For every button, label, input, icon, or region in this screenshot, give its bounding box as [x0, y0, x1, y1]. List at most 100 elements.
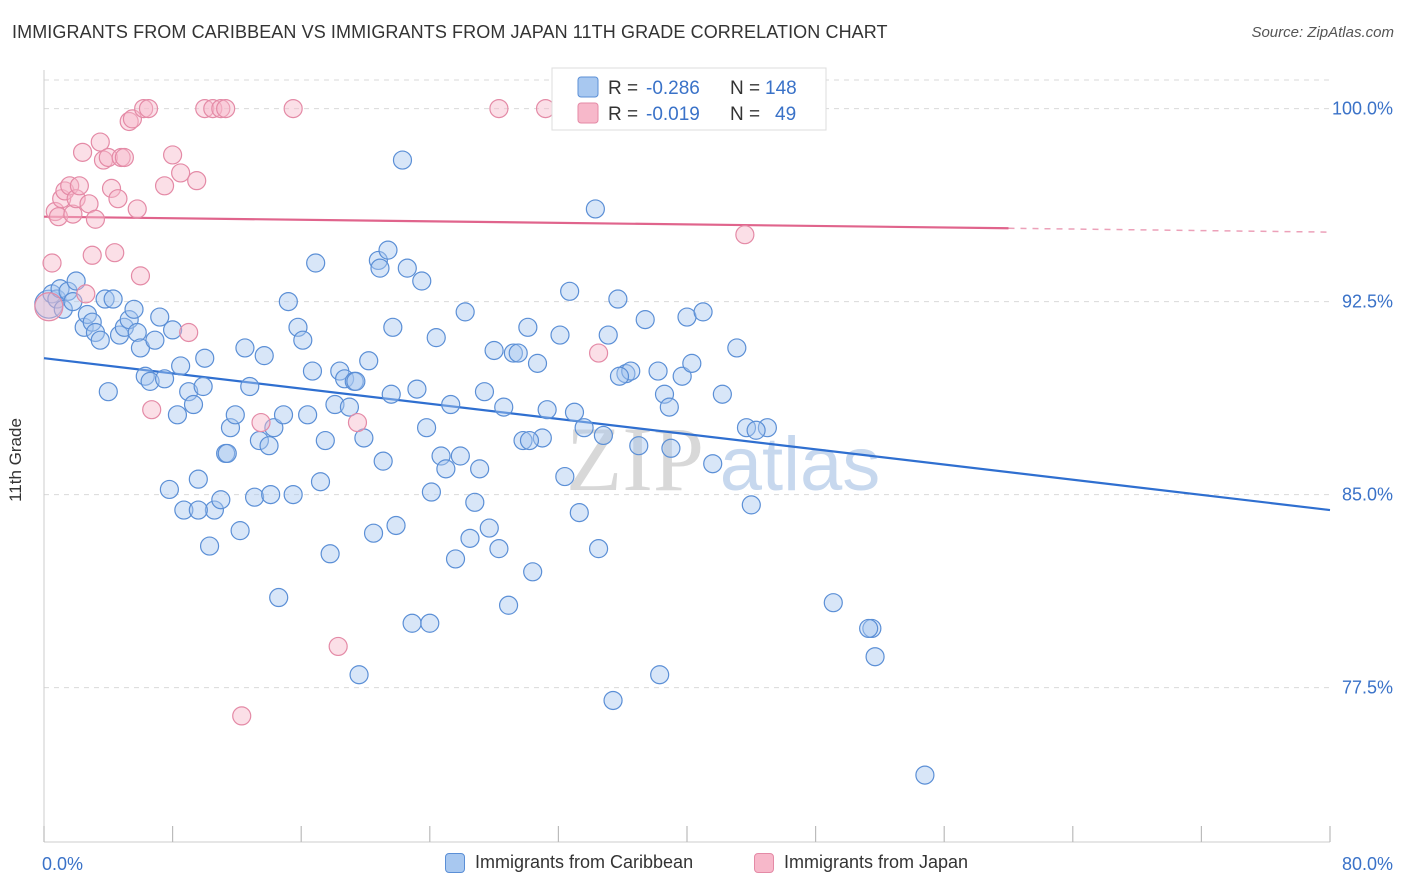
caribbean-point-99	[498, 595, 519, 615]
caribbean-point-128	[677, 307, 697, 327]
caribbean-point-44	[235, 338, 255, 358]
legend-swatch-caribbean	[445, 852, 465, 873]
legend-swatch-japan	[754, 852, 774, 873]
japan-point-39	[232, 706, 252, 726]
caribbean-point-102	[513, 430, 533, 451]
caribbean-point-132	[712, 384, 732, 404]
caribbean-point-151	[746, 420, 766, 440]
caribbean-point-135	[741, 495, 761, 515]
caribbean-point-131	[703, 454, 723, 474]
caribbean-point-83	[421, 482, 442, 502]
caribbean-point-115	[593, 425, 614, 446]
caribbean-point-147	[370, 258, 390, 278]
japan-point-9	[69, 176, 89, 196]
stats-r-label-pink: R =	[608, 104, 638, 125]
japan-point-25	[127, 199, 147, 219]
japan-point-23	[119, 111, 139, 132]
caribbean-point-72	[368, 250, 388, 271]
y-tick-label-1: 85.0%	[1342, 485, 1393, 505]
caribbean-point-149	[609, 366, 630, 386]
legend-item-japan[interactable]: Immigrants from Japan	[754, 852, 968, 873]
y-tick-label-0: 77.5%	[1342, 678, 1393, 698]
caribbean-point-20	[127, 322, 147, 343]
japan-point-18	[101, 178, 122, 198]
stats-legend: R = -0.286 N = 148 R = -0.019 N = 49	[551, 67, 827, 131]
caribbean-point-89	[450, 446, 470, 466]
caribbean-point-137	[823, 593, 843, 613]
japan-point-22	[114, 147, 134, 168]
caribbean-point-141	[585, 199, 605, 219]
caribbean-point-26	[154, 369, 175, 389]
stats-n-value-blue: 148	[765, 78, 797, 99]
caribbean-point-152	[261, 485, 281, 505]
japan-point-32	[171, 163, 191, 183]
caribbean-point-49	[259, 436, 279, 456]
caribbean-point-103	[518, 317, 538, 337]
caribbean-point-97	[489, 539, 509, 559]
caribbean-point-55	[288, 317, 308, 337]
caribbean-point-53	[278, 292, 298, 312]
caribbean-point-88	[445, 549, 466, 569]
caribbean-point-113	[574, 418, 594, 438]
caribbean-point-124	[654, 384, 675, 404]
japan-point-27	[134, 98, 154, 119]
caribbean-point-75	[383, 317, 403, 337]
caribbean-point-66	[339, 397, 360, 417]
caribbean-point-93	[470, 459, 490, 479]
caribbean-point-58	[302, 361, 323, 381]
caribbean-point-140	[915, 765, 935, 785]
caribbean-point-76	[386, 515, 406, 536]
caribbean-point-46	[244, 487, 265, 507]
japan-point-10	[72, 142, 93, 162]
japan-point-1	[42, 253, 62, 273]
caribbean-point-61	[315, 430, 335, 451]
legend-label-caribbean: Immigrants from Caribbean	[475, 852, 694, 872]
caribbean-point-107	[537, 400, 557, 420]
caribbean-point-86	[436, 459, 456, 479]
japan-point-13	[82, 245, 102, 265]
chart-title: IMMIGRANTS FROM CARIBBEAN VS IMMIGRANTS …	[12, 22, 888, 42]
caribbean-point-144	[519, 430, 540, 451]
x-tick-label-0: 0.0%	[42, 854, 83, 874]
caribbean-point-32	[179, 382, 199, 402]
caribbean-point-10	[82, 312, 102, 332]
stats-r-value-pink: -0.019	[646, 104, 700, 125]
japan-point-26	[130, 266, 151, 286]
caribbean-point-2	[47, 289, 67, 309]
caribbean-point-150	[381, 384, 401, 404]
caribbean-point-112	[569, 503, 589, 523]
japan-point-34	[187, 171, 207, 191]
watermark-zip: ZIP	[566, 408, 704, 510]
caribbean-point-73	[373, 451, 393, 471]
caribbean-point-56	[293, 330, 313, 350]
caribbean-point-118	[608, 289, 628, 309]
japan-point-30	[154, 176, 175, 196]
legend-label-japan: Immigrants from Japan	[784, 852, 969, 872]
caribbean-point-101	[508, 343, 528, 363]
caribbean-point-81	[412, 271, 432, 291]
caribbean-point-62	[320, 544, 340, 564]
caribbean-point-54	[283, 485, 303, 505]
caribbean-point-15	[103, 289, 123, 309]
japan-point-47	[283, 98, 303, 119]
caribbean-point-39	[211, 490, 231, 510]
japan-point-41	[347, 412, 368, 433]
trend-line-japan-extension	[1008, 227, 1331, 233]
legend-item-caribbean[interactable]: Immigrants from Caribbean	[445, 852, 693, 873]
japan-point-40	[328, 636, 348, 657]
caribbean-point-59	[306, 253, 326, 273]
caribbean-point-71	[363, 523, 384, 543]
caribbean-point-85	[431, 446, 451, 466]
japan-point-33	[179, 322, 199, 343]
caribbean-point-38	[204, 500, 224, 520]
caribbean-point-109	[555, 466, 575, 487]
caribbean-point-95	[479, 518, 499, 538]
caribbean-point-51	[269, 587, 289, 608]
caribbean-point-29	[167, 405, 188, 425]
japan-point-29	[142, 400, 162, 420]
caribbean-point-23	[140, 371, 160, 391]
caribbean-point-116	[598, 325, 618, 345]
caribbean-point-145	[188, 500, 208, 520]
caribbean-point-133	[727, 338, 747, 358]
caribbean-point-28	[163, 320, 183, 340]
